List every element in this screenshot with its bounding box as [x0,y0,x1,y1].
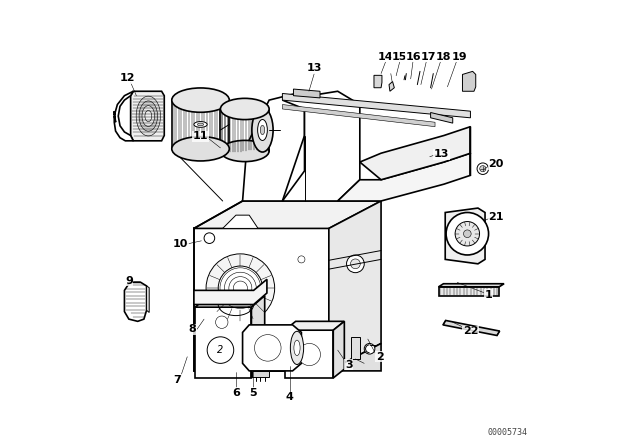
Text: 3: 3 [345,360,353,370]
Text: 17: 17 [420,52,436,62]
Circle shape [204,233,214,243]
Circle shape [298,344,321,366]
Ellipse shape [142,106,155,126]
Polygon shape [351,337,360,359]
Circle shape [477,163,488,174]
Polygon shape [294,89,320,98]
Ellipse shape [291,331,303,365]
Text: 6: 6 [232,388,240,398]
Ellipse shape [294,340,300,356]
Polygon shape [431,112,452,123]
Ellipse shape [260,125,265,134]
Polygon shape [374,75,382,88]
Polygon shape [194,228,329,371]
Polygon shape [463,71,476,91]
Circle shape [480,166,486,172]
Text: 18: 18 [435,52,451,62]
Text: 7: 7 [173,375,181,385]
Polygon shape [329,344,381,371]
Polygon shape [285,321,344,330]
Ellipse shape [206,254,275,323]
Polygon shape [445,208,485,264]
Polygon shape [195,296,265,307]
Ellipse shape [194,121,207,127]
Polygon shape [285,330,333,378]
Text: 20: 20 [488,159,504,169]
Text: 19: 19 [452,52,467,62]
Polygon shape [147,286,149,313]
Circle shape [216,316,228,328]
Ellipse shape [351,259,360,269]
Text: 1: 1 [484,290,492,300]
Polygon shape [252,296,265,378]
Text: 13: 13 [434,149,449,159]
Circle shape [463,230,471,237]
Text: 4: 4 [286,392,294,402]
Polygon shape [360,127,470,180]
Polygon shape [282,104,435,127]
Circle shape [364,344,375,354]
Ellipse shape [145,111,152,121]
Ellipse shape [198,123,204,126]
Text: 2: 2 [218,345,223,355]
Circle shape [298,256,305,263]
Text: 5: 5 [249,388,257,398]
Polygon shape [438,284,504,287]
Polygon shape [223,215,258,228]
Ellipse shape [455,221,479,246]
Text: 10: 10 [173,239,188,249]
Polygon shape [282,91,360,201]
Polygon shape [115,91,133,141]
Ellipse shape [218,266,262,310]
Text: 12: 12 [120,73,135,83]
Text: 9: 9 [125,276,133,286]
Polygon shape [389,82,394,91]
Polygon shape [282,94,470,118]
Text: 13: 13 [307,63,322,73]
Polygon shape [333,321,344,378]
Polygon shape [194,279,267,305]
Ellipse shape [172,88,229,112]
Circle shape [207,337,234,363]
Text: 8: 8 [189,324,196,334]
Ellipse shape [136,96,161,136]
Text: 2: 2 [376,352,383,362]
Text: 11: 11 [193,131,208,142]
Polygon shape [194,201,381,228]
Ellipse shape [252,108,273,152]
Polygon shape [243,91,305,201]
Ellipse shape [172,137,229,161]
Polygon shape [252,371,269,377]
Text: 21: 21 [488,212,504,222]
Ellipse shape [346,255,364,273]
Polygon shape [329,201,381,371]
Text: 14: 14 [378,52,394,62]
Polygon shape [338,153,470,201]
Text: 22: 22 [463,326,478,336]
Circle shape [255,335,281,361]
Polygon shape [124,282,147,321]
Ellipse shape [220,99,269,120]
Polygon shape [243,325,301,371]
Polygon shape [195,307,252,378]
Polygon shape [131,91,164,141]
Polygon shape [438,287,499,296]
Ellipse shape [446,212,488,255]
Text: 15: 15 [392,52,407,62]
Ellipse shape [139,101,157,131]
Text: 16: 16 [406,52,422,62]
Ellipse shape [258,120,268,141]
Polygon shape [443,320,500,336]
Ellipse shape [220,140,269,162]
Text: 00005734: 00005734 [488,428,528,437]
